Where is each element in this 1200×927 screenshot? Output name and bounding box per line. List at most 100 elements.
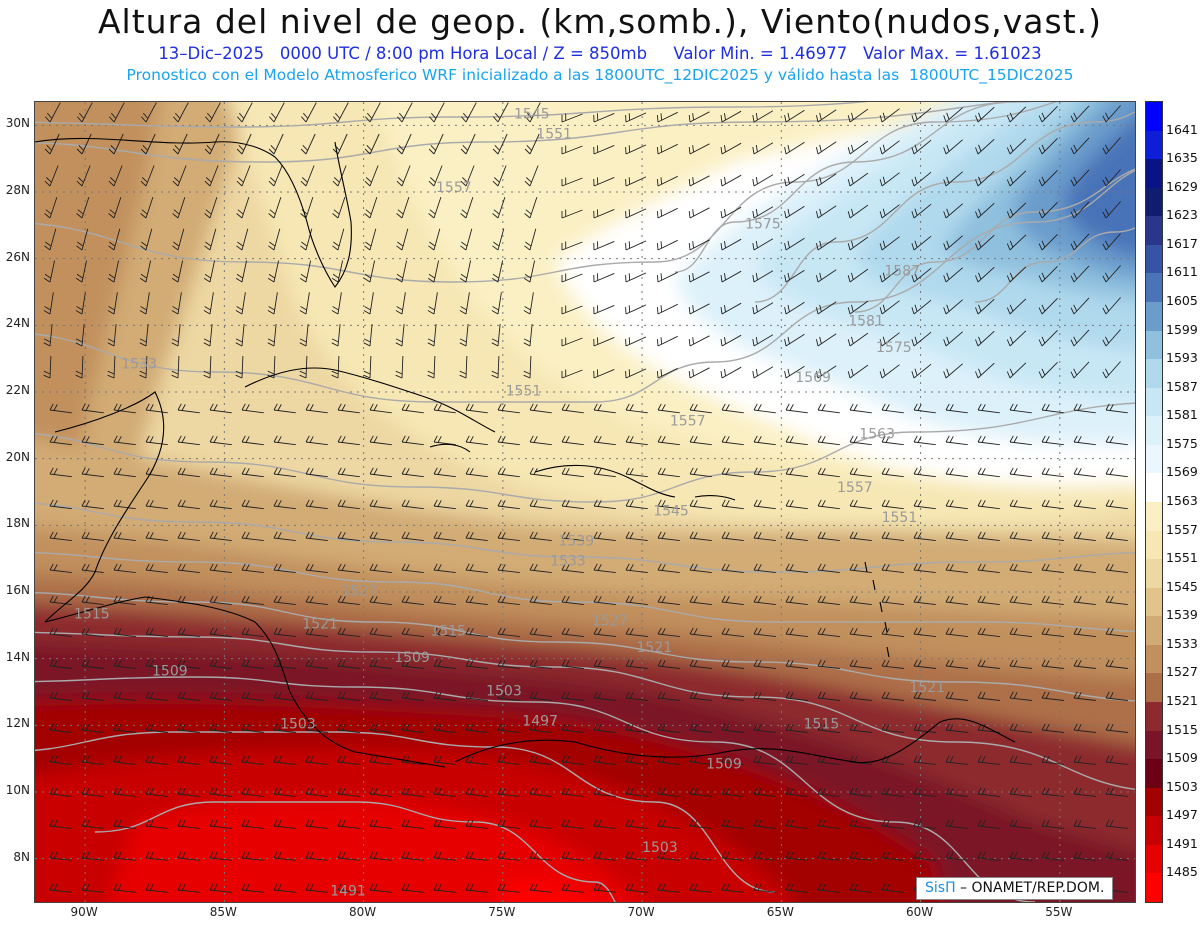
wind-barb xyxy=(1009,819,1032,829)
wind-barb xyxy=(593,851,616,861)
wind-barb xyxy=(561,403,584,414)
wind-barb xyxy=(752,142,774,155)
wind-barb xyxy=(881,467,904,478)
wind-barb xyxy=(236,165,251,187)
wind-barb xyxy=(273,627,296,638)
lat-tick-label: 22N xyxy=(5,383,30,397)
wind-barb xyxy=(337,691,360,701)
wind-barb xyxy=(945,595,968,606)
wind-barb xyxy=(688,143,710,155)
wind-barb xyxy=(497,851,520,861)
wind-barb xyxy=(625,659,648,669)
wind-barb xyxy=(945,787,968,797)
wind-barb xyxy=(1073,499,1096,510)
geopotential-wind-map[interactable]: 1545 1551 1557 1575 1587 1581 1575 1569 1563 1551… xyxy=(34,101,1136,903)
wind-barb xyxy=(817,499,840,510)
wind-barb xyxy=(911,107,932,123)
contour-value-label: 1551 xyxy=(506,383,542,399)
wind-barb xyxy=(273,403,296,414)
lat-tick-label: 12N xyxy=(5,716,30,731)
wind-barb xyxy=(785,659,808,669)
wind-barb xyxy=(241,563,264,574)
wind-barb xyxy=(1073,691,1096,701)
wind-barb xyxy=(625,272,647,283)
wind-barb xyxy=(752,302,774,315)
colorbar-label: 1503 xyxy=(1166,778,1198,794)
wind-barb xyxy=(625,723,648,733)
wind-barb xyxy=(433,851,456,861)
wind-barb xyxy=(593,336,615,347)
wind-barb xyxy=(465,723,488,733)
wind-barb xyxy=(1041,595,1064,606)
wind-barb xyxy=(881,691,904,701)
wind-barb xyxy=(689,563,712,574)
wind-barb xyxy=(497,819,520,829)
contour-line xyxy=(35,502,1135,573)
wind-barb xyxy=(1102,361,1121,379)
wind-barb xyxy=(656,239,678,251)
wind-barb xyxy=(945,467,968,478)
wind-barb xyxy=(209,851,232,861)
colorbar-swatch xyxy=(1146,216,1162,246)
wind-barb xyxy=(1038,137,1058,155)
wind-barb xyxy=(817,403,840,414)
wind-barb xyxy=(465,883,488,893)
wind-barb xyxy=(881,499,904,510)
wind-barb xyxy=(1102,169,1121,187)
wind-barb xyxy=(369,531,392,542)
wind-barb xyxy=(433,403,456,414)
wind-barb xyxy=(173,102,189,123)
wind-barb xyxy=(753,563,776,574)
wind-barb xyxy=(461,102,477,123)
wind-barb xyxy=(1038,265,1058,283)
contour-line xyxy=(35,551,1135,633)
wind-barb xyxy=(625,755,648,765)
wind-barb xyxy=(172,228,185,251)
wind-barb xyxy=(913,595,936,606)
wind-barb xyxy=(689,627,712,638)
wind-barb xyxy=(977,755,1000,765)
wind-barb xyxy=(81,659,104,669)
wind-barb xyxy=(561,595,584,606)
colorbar-label: 1611 xyxy=(1166,264,1198,280)
wind-barb xyxy=(911,267,932,283)
wind-barb xyxy=(849,819,872,829)
wind-barb xyxy=(397,102,413,123)
wind-barb xyxy=(364,133,380,155)
wind-barb xyxy=(593,403,616,414)
wind-barb xyxy=(785,691,808,701)
wind-barb xyxy=(49,499,72,510)
wind-barb xyxy=(1041,531,1064,542)
wind-barb xyxy=(913,531,936,542)
wind-barb xyxy=(273,755,296,765)
wind-barb xyxy=(1006,106,1027,123)
wind-barb xyxy=(81,691,104,701)
wind-barb xyxy=(849,659,872,669)
wind-barb xyxy=(817,851,840,861)
wind-barb xyxy=(337,755,360,765)
wind-barb xyxy=(911,203,932,219)
wind-barb xyxy=(49,531,72,542)
wind-barb xyxy=(203,292,214,315)
wind-barb xyxy=(43,292,54,315)
wind-barb xyxy=(849,883,872,893)
wind-barb xyxy=(847,300,869,315)
wind-barb xyxy=(817,563,840,574)
wind-barb xyxy=(881,723,904,733)
wind-barb xyxy=(656,367,678,379)
wind-barb xyxy=(273,467,296,478)
wind-barb xyxy=(305,883,328,893)
wind-barb xyxy=(625,691,648,701)
wind-barb xyxy=(337,851,360,861)
wind-barb xyxy=(1070,265,1090,283)
wind-barb xyxy=(913,691,936,701)
contour-value-label: 1515 xyxy=(804,717,840,733)
sispi-brand: SisΠ xyxy=(925,880,956,896)
wind-barb xyxy=(395,355,404,379)
wind-barb xyxy=(977,563,1000,574)
wind-barb xyxy=(1105,531,1128,542)
wind-barb xyxy=(881,531,904,542)
wind-barb xyxy=(1070,297,1090,315)
wind-barb xyxy=(1041,787,1064,797)
lon-tick-label: 80W xyxy=(349,905,377,919)
